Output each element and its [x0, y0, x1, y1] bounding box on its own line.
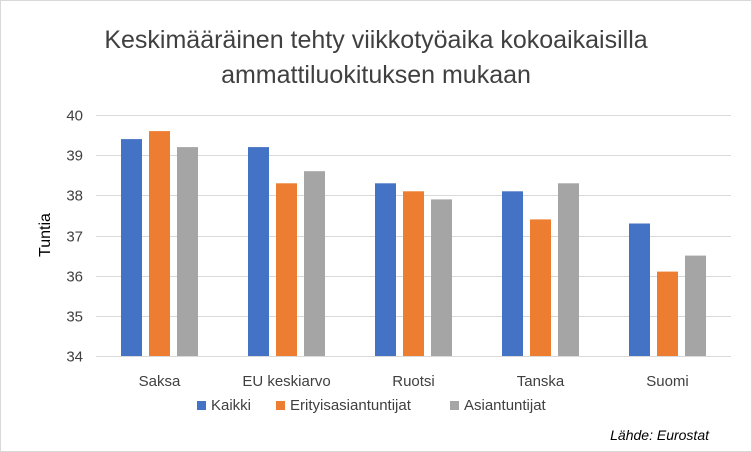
bar [177, 147, 198, 356]
bar [685, 255, 706, 356]
bar [431, 199, 452, 356]
bar [149, 131, 170, 356]
y-tick-label: 37 [66, 229, 83, 246]
y-tick-label: 35 [66, 309, 83, 326]
bar [304, 171, 325, 356]
x-category-label: Suomi [646, 373, 689, 390]
bar [558, 183, 579, 356]
x-category-label: EU keskiarvo [242, 373, 330, 390]
legend-label: Erityisasiantuntijat [290, 397, 412, 414]
bar [629, 223, 650, 356]
bar [248, 147, 269, 356]
x-category-label: Ruotsi [392, 373, 435, 390]
legend-swatch [276, 401, 285, 410]
legend-label: Asiantuntijat [464, 397, 547, 414]
x-category-label: Tanska [517, 373, 565, 390]
legend-swatch [197, 401, 206, 410]
chart-title-line-2: ammattiluokituksen mukaan [221, 61, 531, 89]
chart-title: Keskimääräinen tehty viikkotyöaika kokoa… [104, 26, 647, 89]
bar [502, 191, 523, 356]
y-tick-label: 40 [66, 108, 83, 125]
y-tick-label: 39 [66, 148, 83, 165]
bar [403, 191, 424, 356]
legend: Kaikki Erityisasiantuntijat Asiantuntijat [197, 397, 547, 414]
x-category-label: Saksa [139, 373, 181, 390]
bar [121, 139, 142, 356]
y-axis-title: Tuntia [37, 213, 54, 257]
legend-label: Kaikki [211, 397, 251, 414]
y-tick-label: 34 [66, 349, 83, 366]
x-axis-categories: Saksa EU keskiarvo Ruotsi Tanska Suomi [139, 373, 689, 390]
bar [276, 183, 297, 356]
chart-title-line-1: Keskimääräinen tehty viikkotyöaika kokoa… [104, 26, 647, 54]
y-axis-ticks: 34 35 36 37 38 39 40 [66, 108, 83, 366]
y-tick-label: 36 [66, 269, 83, 286]
bars [121, 131, 706, 356]
source-note: Lähde: Eurostat [610, 427, 710, 443]
legend-swatch [450, 401, 459, 410]
bar [375, 183, 396, 356]
bar [657, 271, 678, 356]
bar [530, 219, 551, 356]
y-tick-label: 38 [66, 188, 83, 205]
